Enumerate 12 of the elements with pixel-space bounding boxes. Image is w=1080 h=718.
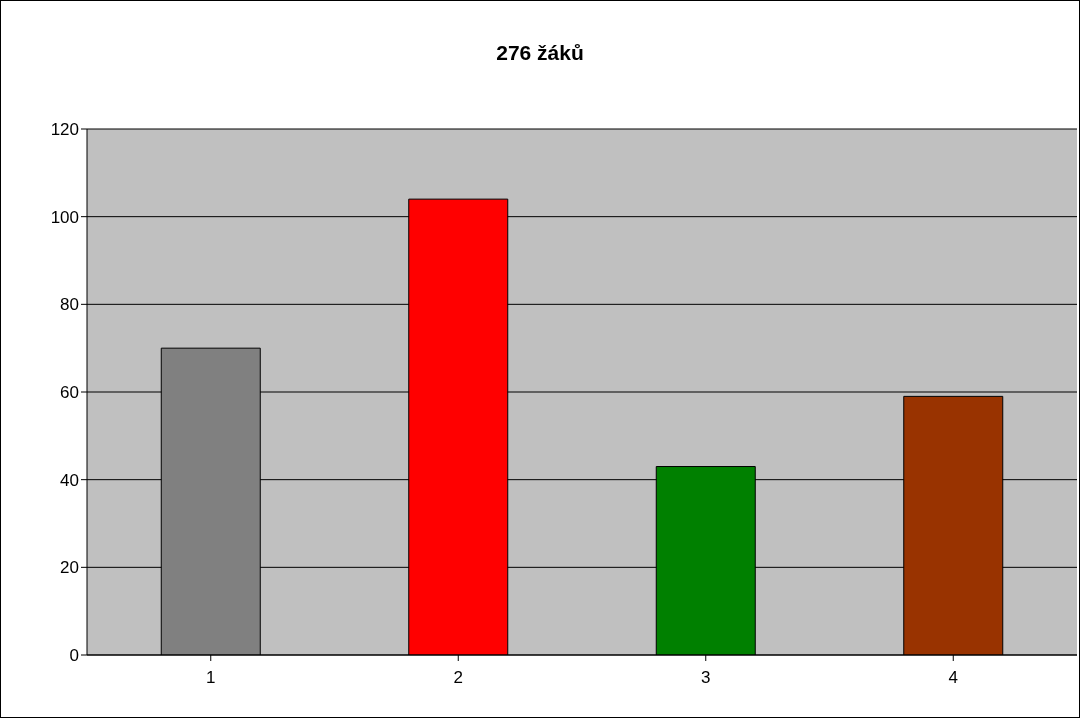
- y-tick-label: 80: [60, 295, 79, 315]
- x-tick-label: 3: [701, 668, 711, 688]
- x-tick-label: 4: [948, 668, 958, 688]
- y-tick-label: 60: [60, 383, 79, 403]
- x-tick-label: 1: [206, 668, 216, 688]
- y-tick-label: 40: [60, 470, 79, 490]
- y-tick-label: 20: [60, 558, 79, 578]
- chart-title: 276 žáků: [495, 41, 585, 65]
- y-tick-label: 100: [50, 207, 79, 227]
- y-tick-label: 120: [50, 120, 79, 140]
- y-tick-label: 0: [69, 646, 79, 666]
- x-tick-label: 2: [453, 668, 463, 688]
